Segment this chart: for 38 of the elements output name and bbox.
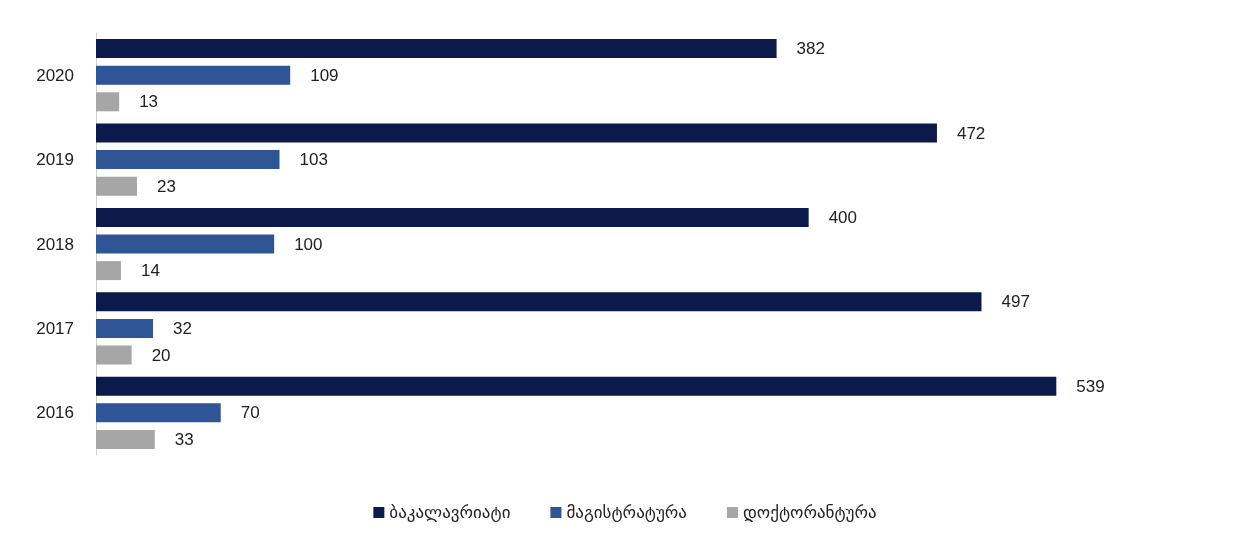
data-label: 539 [1076,376,1105,396]
y-tick-label: 2017 [36,318,74,338]
legend-label: ბაკალავრიატი [389,503,511,522]
data-label: 100 [294,234,323,254]
y-tick-label: 2016 [36,403,74,423]
y-tick-label: 2019 [36,150,74,170]
legend-label: დოქტორანტურა [742,503,877,522]
bar [96,123,937,143]
bar [96,345,132,365]
y-tick-label: 2020 [36,65,74,85]
data-label: 109 [310,65,339,85]
data-label: 103 [299,150,328,170]
data-label: 472 [956,123,986,143]
data-label: 497 [1001,292,1030,312]
bar [96,176,137,196]
bar [96,39,777,59]
bar [96,234,275,254]
data-label: 32 [173,318,192,338]
legend-label: მაგისტრატურა [566,503,687,522]
bar [96,403,221,423]
bar [96,261,121,281]
bar [96,150,280,170]
bar [96,65,291,85]
data-label: 14 [140,261,160,281]
bar [96,376,1057,396]
bar [96,429,155,449]
data-label: 70 [240,403,260,423]
data-label: 400 [828,207,858,227]
data-label: 20 [151,345,171,365]
data-label: 382 [796,39,825,59]
bar [96,292,982,312]
data-label: 13 [139,92,159,112]
data-label: 33 [174,429,194,449]
data-label: 23 [156,176,176,196]
y-tick-label: 2018 [36,234,74,254]
bar [96,318,154,338]
bar [96,92,120,112]
bar [96,207,809,227]
